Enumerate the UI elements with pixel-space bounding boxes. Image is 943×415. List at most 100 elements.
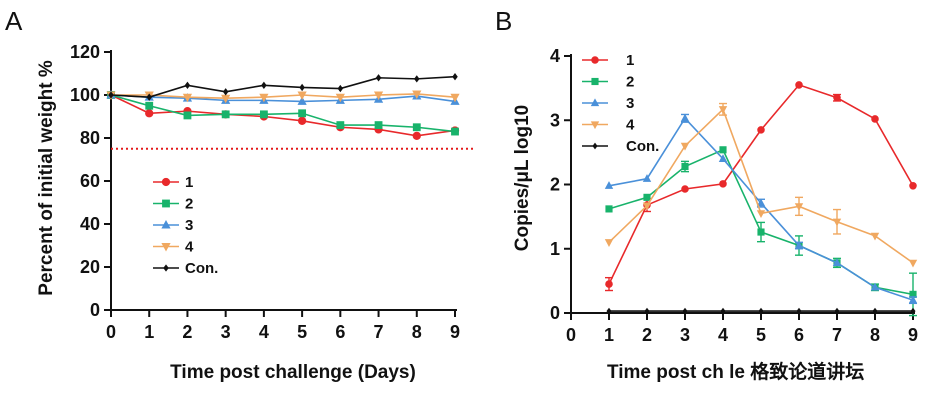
panel-a-x-tick-label: 1 xyxy=(144,322,154,342)
panel-b-x-tick-label: 2 xyxy=(642,325,652,345)
panel-b-y-axis-title: Copies/μL log10 xyxy=(512,105,533,251)
panel-a-data-point xyxy=(183,111,192,120)
panel-a-legend-label: 4 xyxy=(185,239,194,256)
panel-b-data-point xyxy=(719,146,727,154)
panel-a-data-point xyxy=(146,93,152,101)
panel-b-x-tick-label: 4 xyxy=(718,325,728,345)
panel-b-data-point xyxy=(834,307,840,315)
panel-a: A Time post challenge (Days) Percent of … xyxy=(5,6,473,383)
panel-a-y-axis-title: Percent of initial weight % xyxy=(36,60,57,296)
panel-b-y-tick-label: 1 xyxy=(550,239,560,259)
panel-a-y-tick-label: 120 xyxy=(70,42,100,62)
panel-b-data-point xyxy=(908,295,918,304)
panel-a-x-tick-label: 8 xyxy=(412,322,422,342)
panel-b-legend-label: 4 xyxy=(626,117,635,134)
panel-a-data-point xyxy=(182,93,193,103)
panel-b-data-point xyxy=(832,258,842,267)
watermark-overlay: Time post ch le 格致论道讲坛 xyxy=(607,360,864,383)
panel-a-legend-marker xyxy=(161,243,171,252)
panel-a-x-tick-label: 0 xyxy=(106,322,116,342)
panel-a-x-tick-label: 3 xyxy=(221,322,231,342)
panel-b-letter: B xyxy=(495,6,512,36)
panel-b-data-point xyxy=(758,307,764,315)
panel-a-data-point xyxy=(412,131,421,140)
panel-b-data-point xyxy=(606,307,612,315)
panel-a-x-tick-label: 4 xyxy=(259,322,269,342)
panel-b-data-point xyxy=(681,162,689,171)
panel-b-data-point xyxy=(871,115,879,123)
panel-b-data-point xyxy=(832,218,842,227)
panel-b-y-tick-label: 0 xyxy=(550,303,560,323)
panel-a-y-tick-label: 80 xyxy=(80,128,100,148)
panel-b-data-point xyxy=(643,193,651,201)
panel-a-data-point xyxy=(299,83,305,92)
panel-a-legend-label: 3 xyxy=(185,217,193,234)
panel-b-data-point xyxy=(794,203,804,211)
panel-a-legend-label: Con. xyxy=(185,260,218,277)
panel-a-data-point xyxy=(222,88,229,96)
panel-a-data-point xyxy=(335,93,345,103)
panel-b-x-tick-label: 6 xyxy=(794,325,804,345)
panel-b-data-point xyxy=(870,232,880,241)
panel-b-legend-marker xyxy=(591,77,599,86)
panel-b-x-tick-label: 8 xyxy=(870,325,880,345)
panel-a-y-tick-label: 60 xyxy=(80,171,100,191)
panel-b-legend-marker xyxy=(590,98,600,107)
panel-a-legend-marker xyxy=(162,199,170,208)
panel-a-data-point xyxy=(412,90,422,99)
panel-a-data-point xyxy=(375,74,382,82)
panel-a-data-point xyxy=(297,91,307,101)
panel-b-x-tick-label: 9 xyxy=(908,325,918,345)
panel-a-y-tick-label: 0 xyxy=(90,300,100,320)
panel-a-y-tick-label: 20 xyxy=(80,257,100,277)
panel-a-data-point xyxy=(221,94,231,104)
panel-a-series-line-3 xyxy=(111,93,456,100)
panel-a-data-point xyxy=(450,93,460,103)
panel-b-data-point xyxy=(756,210,766,219)
panel-a-series-line-2 xyxy=(110,94,456,103)
panel-a-data-point xyxy=(259,110,268,119)
panel-b-x-tick-label: 3 xyxy=(680,325,690,345)
panel-b: B Copies/μL log10 0 1 2 3 4 0 1 2 3 4 5 6 7 8 9 1 2 3 4 Con… xyxy=(495,6,918,345)
panel-a-data-point xyxy=(184,81,191,90)
panel-b-data-point xyxy=(680,142,690,151)
panel-a-series-line-1 xyxy=(110,94,456,133)
panel-a-data-point xyxy=(108,91,114,99)
panel-b-data-point xyxy=(718,106,728,114)
panel-b-data-point xyxy=(908,259,918,268)
panel-b-data-point xyxy=(833,93,841,102)
panel-a-data-point xyxy=(221,110,230,119)
panel-b-y-tick-label: 2 xyxy=(550,175,560,195)
panel-b-data-point xyxy=(910,307,916,315)
panel-b-legend-label: 2 xyxy=(626,74,634,91)
panel-b-legend-marker xyxy=(590,121,600,130)
panel-a-legend-marker xyxy=(163,264,169,272)
panel-b-data-point xyxy=(680,113,690,122)
panel-a-data-point xyxy=(337,84,344,93)
panel-a-series-line-0 xyxy=(110,94,456,137)
panel-a-data-point xyxy=(412,123,421,132)
panel-a-x-tick-label: 6 xyxy=(335,322,345,342)
panel-b-legend-marker xyxy=(591,56,599,64)
panel-b-data-point xyxy=(795,81,803,89)
panel-a-data-point xyxy=(452,73,458,81)
panel-a-x-axis-title: Time post challenge (Days) xyxy=(170,362,416,383)
panel-a-data-point xyxy=(261,81,267,90)
panel-b-x-tick-label: 7 xyxy=(832,325,842,345)
panel-b-x-tick-label: 5 xyxy=(756,325,766,345)
panel-a-plot: 0 20 40 60 80 100 120 0 1 2 3 4 5 6 7 8 9 1 2 3 4 Con. xyxy=(70,42,473,342)
panel-a-legend-marker xyxy=(161,177,171,187)
panel-b-data-point xyxy=(718,154,728,162)
panel-b-y-tick-label: 3 xyxy=(550,110,560,130)
panel-b-data-point xyxy=(757,228,765,236)
panel-a-data-point xyxy=(145,101,154,110)
panel-b-data-point xyxy=(642,202,652,211)
panel-b-legend-label: 1 xyxy=(626,52,634,69)
panel-a-x-tick-label: 2 xyxy=(182,322,192,342)
panel-a-series-line-4 xyxy=(110,75,456,98)
panel-b-data-point xyxy=(681,185,689,193)
panel-b-plot: 0 1 2 3 4 0 1 2 3 4 5 6 7 8 9 1 2 3 4 Con. xyxy=(550,46,918,345)
panel-a-x-tick-label: 7 xyxy=(374,322,384,342)
panel-b-data-point xyxy=(682,307,688,315)
